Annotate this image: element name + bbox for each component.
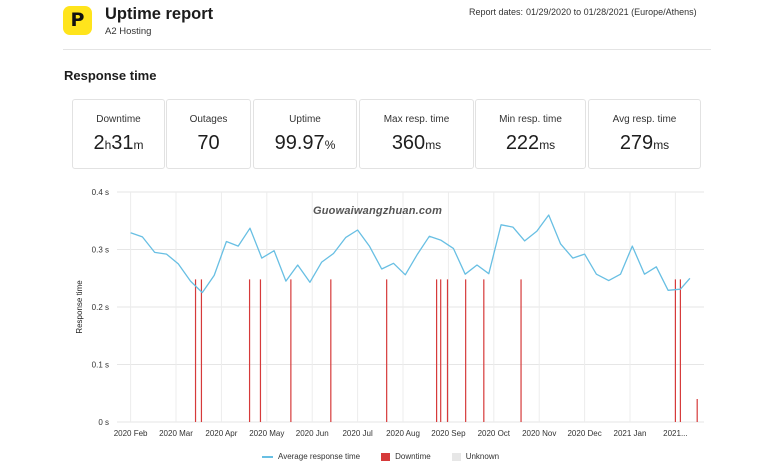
- legend-item-downtime[interactable]: Downtime: [381, 452, 431, 461]
- response-time-chart: 0 s 0.1 s 0.2 s 0.3 s 0.4 s 2020 Feb 2020 Mar 2…: [64, 178, 712, 472]
- x-tick-label: 2020 Dec: [567, 429, 601, 438]
- y-tick-label: 0.3 s: [92, 246, 109, 255]
- y-tick-label: 0 s: [98, 418, 109, 427]
- legend-label: Downtime: [395, 452, 431, 461]
- header-divider: [63, 49, 711, 50]
- x-tick-label: 2020 Jun: [296, 429, 329, 438]
- y-tick-label: 0.1 s: [92, 361, 109, 370]
- stat-card-avg-resp: Avg resp. time 279ms: [588, 99, 701, 169]
- stat-value: 2h31m: [93, 132, 144, 154]
- x-tick-label: 2020 Mar: [159, 429, 193, 438]
- avg-response-line: [130, 214, 691, 294]
- x-tick-label: 2021...: [663, 429, 687, 438]
- response-time-chart-svg: 0 s 0.1 s 0.2 s 0.3 s 0.4 s 2020 Feb 2020 Mar 2…: [75, 188, 704, 438]
- legend-label: Unknown: [465, 452, 500, 461]
- chart-legend: Average response time Downtime Unknown: [262, 452, 520, 461]
- legend-item-unknown[interactable]: Unknown: [451, 452, 500, 461]
- page-title: Uptime report: [105, 5, 214, 23]
- stat-label: Downtime: [96, 114, 141, 125]
- stat-label: Avg resp. time: [612, 114, 677, 125]
- stat-label: Outages: [189, 114, 228, 125]
- stat-value: 279ms: [619, 132, 670, 154]
- y-tick-label: 0.4 s: [92, 188, 109, 197]
- x-tick-label: 2020 Jul: [342, 429, 372, 438]
- y-axis-title: Response time: [75, 280, 84, 334]
- stat-card-max-resp: Max resp. time 360ms: [359, 99, 474, 169]
- monitor-name: A2 Hosting: [105, 26, 152, 37]
- section-title: Response time: [64, 68, 157, 83]
- x-tick-label: 2020 May: [249, 429, 284, 438]
- x-tick-label: 2020 Apr: [205, 429, 237, 438]
- stat-card-downtime: Downtime 2h31m: [72, 99, 165, 169]
- report-dates-label: Report dates:: [469, 7, 524, 17]
- stat-value: 70: [197, 132, 220, 154]
- stat-card-uptime: Uptime 99.97%: [253, 99, 357, 169]
- x-tick-label: 2020 Sep: [431, 429, 466, 438]
- x-tick-label: 2020 Oct: [478, 429, 511, 438]
- x-tick-label: 2020 Aug: [386, 429, 420, 438]
- stat-card-outages: Outages 70: [166, 99, 251, 169]
- stat-label: Min resp. time: [499, 114, 562, 125]
- stat-card-min-resp: Min resp. time 222ms: [475, 99, 586, 169]
- x-tick-label: 2020 Feb: [114, 429, 148, 438]
- report-dates-value: 01/29/2020 to 01/28/2021 (Europe/Athens): [526, 7, 697, 17]
- stat-value: 360ms: [391, 132, 442, 154]
- stat-label: Uptime: [289, 114, 321, 125]
- legend-swatch-box: [381, 452, 391, 461]
- uptimerobot-logo: P: [63, 6, 92, 35]
- y-tick-label: 0.2 s: [92, 303, 109, 312]
- legend-swatch-line: [262, 455, 273, 458]
- stat-label: Max resp. time: [383, 114, 450, 125]
- legend-item-avg[interactable]: Average response time: [262, 452, 360, 461]
- x-tick-label: 2020 Nov: [522, 429, 556, 438]
- report-dates: Report dates: 01/29/2020 to 01/28/2021 (E…: [469, 7, 700, 17]
- x-tick-label: 2021 Jan: [614, 429, 647, 438]
- watermark-text: Guowaiwangzhuan.com: [313, 205, 443, 217]
- stat-value: 222ms: [505, 132, 556, 154]
- legend-swatch-box: [451, 452, 461, 461]
- stat-value: 99.97%: [274, 132, 336, 154]
- legend-label: Average response time: [278, 452, 361, 461]
